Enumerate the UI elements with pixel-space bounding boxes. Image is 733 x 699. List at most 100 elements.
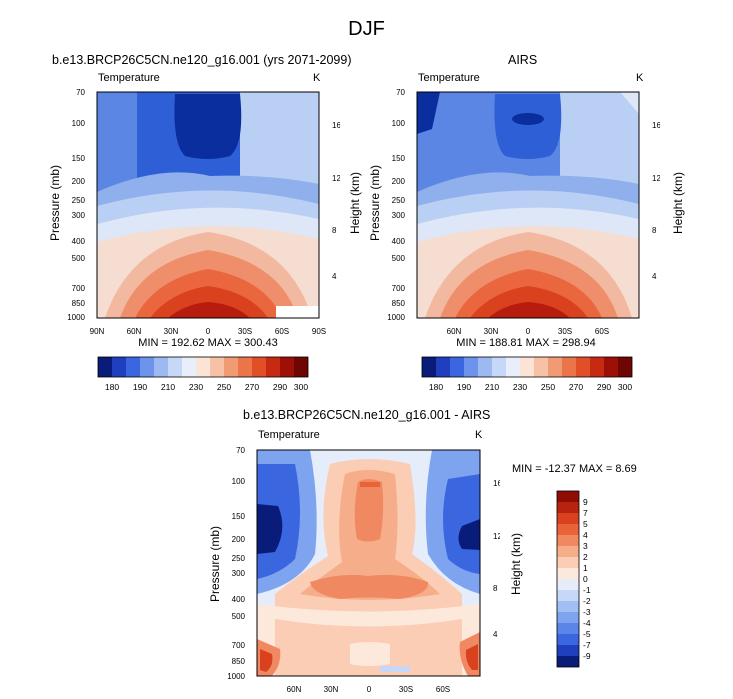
- panel3-xtick-60s: 60S: [436, 685, 450, 694]
- panel3-colorbar-box: [557, 590, 579, 601]
- panel2-ytick-300: 300: [392, 211, 406, 220]
- panel1-y2-axis: 16 12 8 4: [332, 121, 340, 281]
- panel3-xtick-0: 0: [367, 685, 372, 694]
- panel1-xtick-60s: 60S: [275, 327, 289, 336]
- panel1-colorbar-box: [280, 357, 294, 377]
- panel1-colorbar-box: [210, 357, 224, 377]
- panel3-colorbar-label: -2: [583, 596, 591, 606]
- panel2-colorbar-box: [618, 357, 632, 377]
- panel2-ytick-70: 70: [396, 88, 405, 97]
- panel2-colorbar-box: [436, 357, 450, 377]
- panel3-ytick-500: 500: [232, 612, 246, 621]
- panel1-ytick-70: 70: [76, 88, 85, 97]
- panel1-colorbar-box: [294, 357, 308, 377]
- panel3-colorbar-label: -5: [583, 629, 591, 639]
- panel3-colorbar-box: [557, 557, 579, 568]
- panel1-colorbar-box: [252, 357, 266, 377]
- panel3-x-axis: 60N 30N 0 30S 60S: [287, 685, 450, 694]
- panel1-xtick-30s: 30S: [238, 327, 252, 336]
- panel2-colorbar-box: [590, 357, 604, 377]
- panel3-colorbar-box: [557, 645, 579, 656]
- panel3-y2label: Height (km): [509, 533, 523, 596]
- panel3-colorbar-label: -4: [583, 618, 591, 628]
- panel3-colorbar-box: [557, 502, 579, 513]
- panel1-colorbar-box: [238, 357, 252, 377]
- panel3-left-label: Temperature: [258, 429, 320, 441]
- panel2-y2-axis: 16 12 8 4: [652, 121, 660, 281]
- panel3-contour-field: [257, 450, 480, 676]
- panel1-ytick-300: 300: [72, 211, 86, 220]
- panel1-x-axis: 90N 60N 30N 0 30S 60S 90S: [90, 327, 326, 336]
- panel3-units-label: K: [475, 429, 483, 441]
- panel2-colorbar: 180 190 210 230 250 270 290 300: [421, 356, 633, 392]
- panel2-y2tick-4: 4: [652, 272, 657, 281]
- panel2-y-axis: 70 100 150 200 250 300 400 500 700 850 1…: [387, 88, 405, 322]
- panel3-y2tick-4: 4: [493, 630, 498, 639]
- panel3-colorbar-box: [557, 612, 579, 623]
- panel3-colorbar-label: 7: [583, 508, 588, 518]
- panel3-colorbar-label: 2: [583, 552, 588, 562]
- panel1-colorbar-label: 190: [133, 382, 147, 392]
- panel1-xtick-30n: 30N: [164, 327, 179, 336]
- panel1-colorbar-box: [140, 357, 154, 377]
- panel2-colorbar-box: [478, 357, 492, 377]
- panel2-y2tick-12: 12: [652, 174, 660, 183]
- panel3-y2-axis: 16 12 8 4: [493, 479, 500, 639]
- panel1-colorbar-labels: 180 190 210 230 250 270 290 300: [105, 382, 308, 392]
- panel2-y2tick-16: 16: [652, 121, 660, 130]
- panel2-colorbar-box: [576, 357, 590, 377]
- panel1-colorbar-label: 210: [161, 382, 175, 392]
- panel3-colorbar-labels: 9 7 5 4 3 2 1 0 -1 -2 -3 -4 -5 -7 -9: [583, 497, 591, 661]
- panel3-ytick-400: 400: [232, 595, 246, 604]
- panel1-ytick-150: 150: [72, 154, 86, 163]
- panel2-colorbar-label: 250: [541, 382, 555, 392]
- panel1-contour-field: [97, 92, 319, 318]
- figure-title: DJF: [348, 18, 385, 40]
- panel1-ytick-200: 200: [72, 177, 86, 186]
- panel3-chart: 70 100 150 200 250 300 400 500 700 850 1…: [227, 446, 500, 694]
- panel2-frame: [416, 91, 640, 319]
- panel2-colorbar-box: [520, 357, 534, 377]
- panel1-colorbar-box: [126, 357, 140, 377]
- panel3-colorbar-label: -1: [583, 585, 591, 595]
- panel3-colorbar-box: [557, 623, 579, 634]
- panel3-y2tick-12: 12: [493, 532, 500, 541]
- panel1-title: b.e13.BRCP26C5CN.ne120_g16.001 (yrs 2071…: [52, 53, 352, 67]
- panel2-colorbar-label: 230: [513, 382, 527, 392]
- panel3-ytick-1000: 1000: [227, 672, 245, 681]
- panel1-colorbar-box: [224, 357, 238, 377]
- panel2-ytick-100: 100: [392, 119, 406, 128]
- panel1-colorbar-label: 290: [273, 382, 287, 392]
- panel2-y2tick-8: 8: [652, 226, 657, 235]
- panel3-colorbar-box: [557, 634, 579, 645]
- panel3-colorbar-box: [557, 656, 579, 667]
- panel2-xtick-30s: 30S: [558, 327, 572, 336]
- panel3-colorbar-box: [557, 546, 579, 557]
- panel3-xtick-30s: 30S: [399, 685, 413, 694]
- panel3-y-axis: 70 100 150 200 250 300 400 500 700 850 1…: [227, 446, 245, 681]
- panel2-ytick-200: 200: [392, 177, 406, 186]
- panel1-ytick-1000: 1000: [67, 313, 85, 322]
- panel2-colorbar-label: 300: [618, 382, 632, 392]
- panel1-colorbar-box: [112, 357, 126, 377]
- panel1-ytick-500: 500: [72, 254, 86, 263]
- panel2-colorbar-box: [506, 357, 520, 377]
- panel3-ytick-100: 100: [232, 477, 246, 486]
- panel2-chart: 70 100 150 200 250 300 400 500 700 850 1…: [387, 88, 660, 336]
- panel1-colorbar: 180 190 210 230 250 270 290 300: [97, 356, 309, 392]
- panel3-colorbar-box: [557, 524, 579, 535]
- panel2-xtick-60n: 60N: [447, 327, 462, 336]
- panel2-colorbar-box: [548, 357, 562, 377]
- panel3-colorbar-label: 9: [583, 497, 588, 507]
- panel3-colorbar-box: [557, 491, 579, 502]
- panel2-ytick-150: 150: [392, 154, 406, 163]
- panel2-xtick-60s: 60S: [595, 327, 609, 336]
- panel3-y2tick-16: 16: [493, 479, 500, 488]
- panel3-colorbar-box: [557, 535, 579, 546]
- panel3-colorbar-box: [557, 568, 579, 579]
- panel2-xtick-0: 0: [526, 327, 531, 336]
- panel1-colorbar-label: 300: [294, 382, 308, 392]
- panel3-colorbar-label: 4: [583, 530, 588, 540]
- panel1-chart: 70 100 150 200 250 300 400 500 700 850 1…: [67, 88, 340, 336]
- panel1-colorbar-box: [182, 357, 196, 377]
